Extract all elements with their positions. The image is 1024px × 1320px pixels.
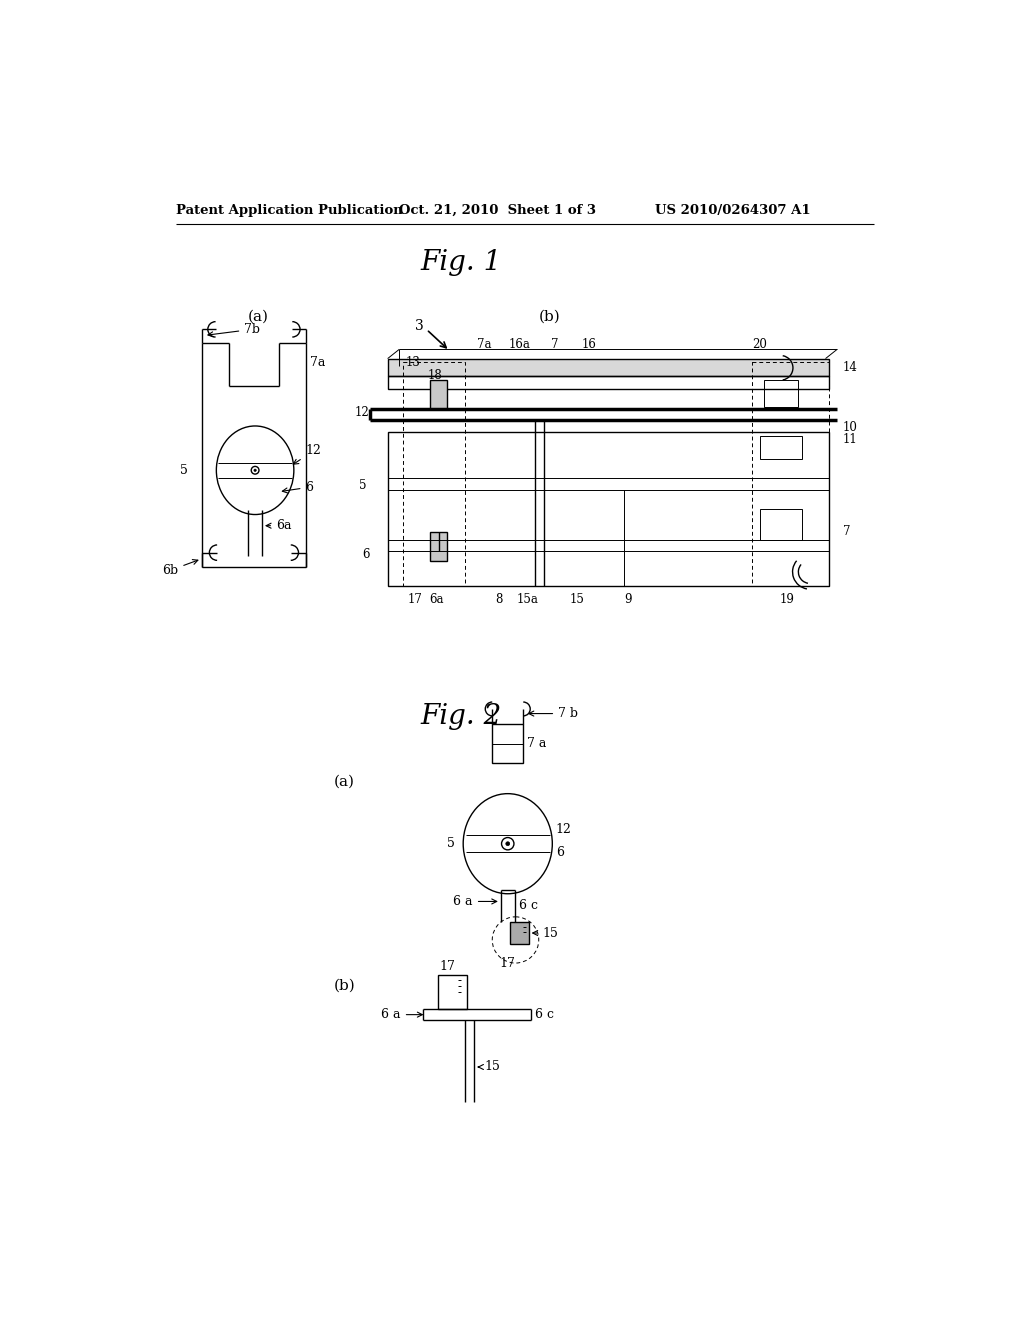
Text: 6 a: 6 a — [454, 895, 497, 908]
Text: 6: 6 — [283, 480, 313, 494]
Text: (a): (a) — [248, 309, 269, 323]
Text: 8: 8 — [495, 593, 502, 606]
Text: (b): (b) — [334, 979, 355, 993]
Text: 15: 15 — [478, 1060, 501, 1073]
Bar — [430, 380, 447, 409]
Text: Fig. 2: Fig. 2 — [421, 704, 502, 730]
Text: 7a: 7a — [477, 338, 492, 351]
Text: 15: 15 — [532, 927, 558, 940]
Text: 7: 7 — [843, 525, 850, 539]
Bar — [403, 363, 465, 586]
Circle shape — [502, 837, 514, 850]
Text: 15a: 15a — [516, 593, 538, 606]
Text: US 2010/0264307 A1: US 2010/0264307 A1 — [655, 205, 811, 218]
Text: 6b: 6b — [162, 560, 198, 577]
Text: 17: 17 — [439, 960, 456, 973]
Text: 11: 11 — [843, 433, 857, 446]
Circle shape — [251, 466, 259, 474]
Text: 9: 9 — [624, 593, 632, 606]
Ellipse shape — [463, 793, 552, 894]
Circle shape — [506, 842, 510, 846]
Text: 12: 12 — [293, 445, 322, 465]
Text: 6 c: 6 c — [518, 899, 538, 912]
Text: 17: 17 — [500, 957, 516, 970]
Bar — [760, 436, 802, 459]
Text: 3: 3 — [415, 319, 424, 333]
Text: 5: 5 — [180, 463, 187, 477]
Text: 16a: 16a — [509, 338, 530, 351]
Text: 18: 18 — [427, 370, 442, 381]
Text: 5: 5 — [446, 837, 455, 850]
Text: 19: 19 — [779, 593, 795, 606]
Bar — [388, 376, 829, 389]
Text: 7: 7 — [551, 338, 558, 351]
Text: 7a: 7a — [310, 356, 326, 370]
Text: Patent Application Publication: Patent Application Publication — [176, 205, 402, 218]
Text: 6 c: 6 c — [535, 1008, 554, 1022]
Text: Fig. 1: Fig. 1 — [421, 249, 502, 276]
Text: 5: 5 — [359, 479, 367, 492]
Bar — [388, 432, 829, 586]
Text: 7 a: 7 a — [527, 737, 547, 750]
Text: Oct. 21, 2010  Sheet 1 of 3: Oct. 21, 2010 Sheet 1 of 3 — [399, 205, 596, 218]
Text: (a): (a) — [334, 775, 354, 789]
Text: 13: 13 — [406, 356, 420, 370]
Text: 6a: 6a — [266, 519, 292, 532]
Text: 6: 6 — [556, 846, 564, 859]
Bar — [764, 380, 799, 407]
Circle shape — [254, 469, 256, 471]
Text: 14: 14 — [843, 362, 857, 375]
Text: 7b: 7b — [208, 323, 260, 337]
Text: 6a: 6a — [429, 593, 443, 606]
Ellipse shape — [216, 426, 294, 515]
Bar — [493, 725, 523, 763]
Text: 7 b: 7 b — [528, 708, 579, 721]
Text: 12: 12 — [355, 407, 370, 418]
Text: 10: 10 — [843, 421, 857, 434]
Text: 6: 6 — [362, 548, 370, 561]
Bar — [430, 532, 447, 561]
Bar — [510, 923, 528, 944]
Text: 17: 17 — [408, 593, 422, 606]
Text: 15: 15 — [570, 593, 585, 606]
Text: (b): (b) — [539, 309, 560, 323]
Text: 6 a: 6 a — [381, 1008, 422, 1022]
Bar — [388, 359, 829, 376]
Text: 16: 16 — [582, 338, 597, 351]
Text: 20: 20 — [753, 338, 767, 351]
Bar — [752, 363, 829, 586]
Bar — [438, 974, 467, 1010]
Text: 12: 12 — [556, 824, 571, 837]
Bar — [760, 508, 802, 540]
